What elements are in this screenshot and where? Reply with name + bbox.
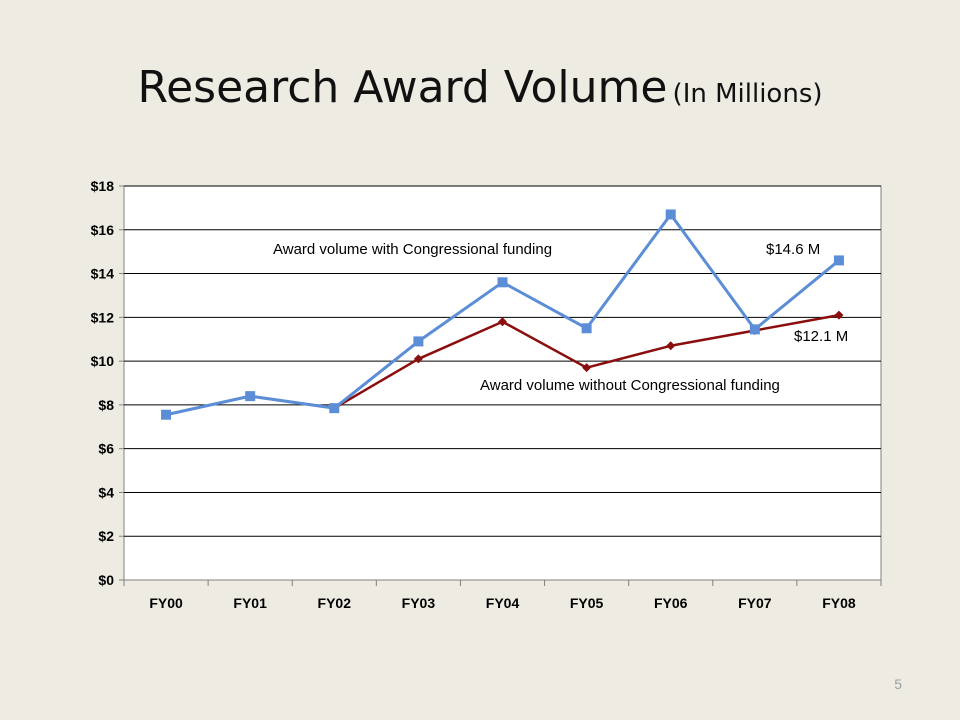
x-tick-label: FY06 xyxy=(654,595,688,611)
data-point-square xyxy=(245,391,256,402)
data-point-square xyxy=(497,277,508,288)
x-tick-label: FY07 xyxy=(738,595,772,611)
x-tick-label: FY01 xyxy=(233,595,267,611)
data-point-square xyxy=(665,209,676,220)
chart-annotation: Award volume with Congressional funding xyxy=(273,241,552,258)
data-point-diamond xyxy=(666,341,676,351)
plot-area xyxy=(123,185,882,581)
slide-title: Research Award Volume (In Millions) xyxy=(0,62,960,113)
data-point-diamond xyxy=(834,310,844,320)
series-with-funding xyxy=(161,209,844,420)
title-main: Research Award Volume xyxy=(137,62,668,113)
axes: $0 $2 $4 $6 $8 $10 $12 $14 $16 $18 FY00 FY01 FY02 FY0… xyxy=(91,178,882,611)
data-point-square xyxy=(329,403,340,414)
y-tick-label: $16 xyxy=(91,222,115,238)
x-tick-label: FY04 xyxy=(486,595,520,611)
y-tick-label: $4 xyxy=(98,484,114,500)
x-tick-label: FY08 xyxy=(822,595,856,611)
data-point-square xyxy=(833,255,844,266)
y-tick-label: $2 xyxy=(98,528,114,544)
y-tick-label: $14 xyxy=(91,266,115,282)
x-tick-label: FY03 xyxy=(402,595,436,611)
y-tick-label: $18 xyxy=(91,178,115,194)
data-point-diamond xyxy=(582,363,592,373)
y-tick-label: $0 xyxy=(98,572,114,588)
annotations: Award volume with Congressional funding $… xyxy=(273,241,848,394)
chart-annotation: $14.6 M xyxy=(766,241,820,258)
data-point-diamond xyxy=(498,317,507,327)
series xyxy=(161,209,844,420)
y-tick-label: $6 xyxy=(98,441,114,457)
data-point-square xyxy=(161,409,172,420)
chart-annotation: $12.1 M xyxy=(794,328,848,345)
gridlines xyxy=(124,185,881,537)
y-tick-label: $10 xyxy=(91,353,115,369)
chart-annotation: Award volume without Congressional fundi… xyxy=(480,377,780,394)
x-tick-label: FY00 xyxy=(149,595,183,611)
y-tick-label: $8 xyxy=(98,397,114,413)
y-tick-label: $12 xyxy=(91,309,115,325)
x-tick-label: FY05 xyxy=(570,595,604,611)
title-subtitle: (In Millions) xyxy=(672,79,823,109)
x-tick-label: FY02 xyxy=(318,595,352,611)
data-point-square xyxy=(749,324,760,335)
data-point-square xyxy=(581,323,592,334)
data-point-square xyxy=(413,336,424,347)
data-point-diamond xyxy=(413,354,423,364)
page-number: 5 xyxy=(894,676,902,692)
